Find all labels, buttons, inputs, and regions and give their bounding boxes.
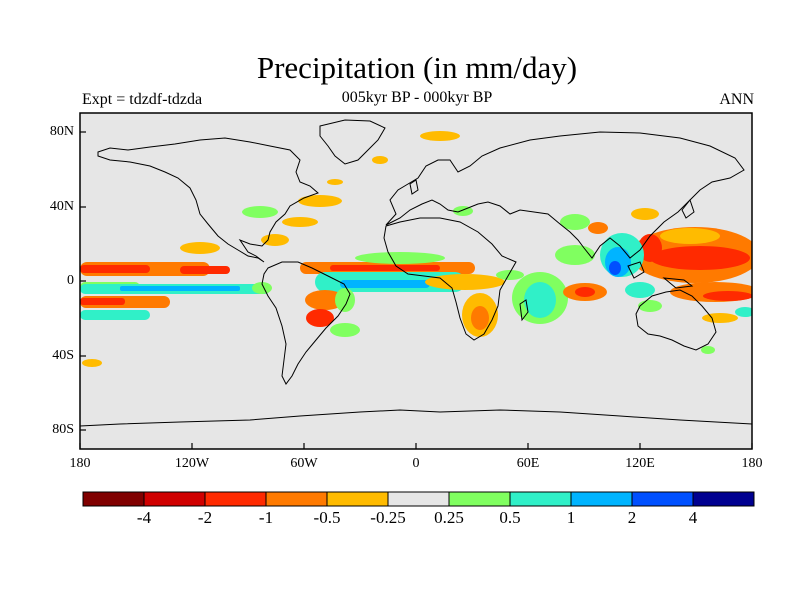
lat-tick-label: 0: [67, 273, 74, 288]
lon-tick-label: 120E: [625, 456, 655, 471]
anomaly-patch: [335, 288, 355, 312]
map-title: Precipitation (in mm/day): [256, 50, 578, 85]
coastline-borneo: [627, 261, 645, 279]
lat-tick-label: 40S: [52, 348, 74, 363]
anomaly-patch: [327, 179, 343, 185]
colorbar-tick-label: 2: [627, 508, 637, 527]
anomaly-contours: [80, 131, 752, 367]
axis-ticks: [79, 131, 753, 449]
colorbar-swatch: [387, 491, 450, 507]
colorbar-tick-label: 1: [566, 508, 576, 527]
anomaly-patch: [625, 282, 655, 298]
anomaly-patch: [631, 208, 659, 220]
anomaly-patch: [80, 265, 150, 273]
anomaly-patch: [80, 310, 150, 320]
anomaly-patch: [355, 252, 445, 264]
coastline-japan: [681, 198, 695, 219]
colorbar-swatch: [692, 491, 755, 507]
coastline-australia: [635, 289, 717, 351]
anomaly-patch: [282, 217, 318, 227]
colorbar-swatch: [570, 491, 633, 507]
colorbar-swatch: [509, 491, 572, 507]
anomaly-patch: [252, 282, 272, 294]
colorbar-swatch: [265, 491, 328, 507]
anomaly-patch: [701, 346, 715, 354]
coastline-uk: [409, 179, 419, 195]
colorbar: [82, 491, 755, 507]
colorbar-tick-label: -4: [136, 508, 152, 527]
anomaly-patch: [425, 274, 505, 290]
anomaly-patch: [180, 242, 220, 254]
colorbar-tick-label: 4: [688, 508, 698, 527]
colorbar-tick-label: -1: [258, 508, 274, 527]
lon-tick-label: 0: [412, 456, 420, 471]
lon-tick-label: 120W: [174, 456, 210, 471]
lon-tick-label: 180: [741, 456, 763, 471]
anomaly-patch: [496, 270, 524, 280]
anomaly-patch: [261, 234, 289, 246]
coastline-antarctica: [80, 409, 752, 427]
coastline-eurasia: [385, 131, 745, 259]
anomaly-patch: [120, 286, 240, 291]
colorbar-tick-label: 0.5: [499, 508, 521, 527]
anomaly-patch: [180, 266, 230, 274]
anomaly-patch: [242, 206, 278, 218]
anomaly-patch: [298, 195, 342, 207]
anomaly-patch: [650, 246, 750, 270]
colorbar-swatch: [82, 491, 145, 507]
anomaly-patch: [609, 261, 621, 275]
colorbar-swatch: [204, 491, 267, 507]
colorbar-tick-label: 0.25: [434, 508, 464, 527]
anomaly-patch: [80, 298, 125, 305]
map-subtitle: 005kyr BP - 000kyr BP: [341, 89, 493, 106]
lon-tick-label: 60W: [290, 456, 318, 471]
experiment-label: Expt = tdzdf-tdzda: [82, 91, 203, 108]
coastlines: [80, 119, 752, 427]
anomaly-patch: [82, 359, 102, 367]
coastline-greenland: [319, 119, 386, 165]
anomaly-patch: [305, 290, 345, 310]
anomaly-patch: [575, 287, 595, 297]
anomaly-patch: [306, 309, 334, 327]
colorbar-tick-label: -2: [197, 508, 213, 527]
lat-tick-label: 80N: [49, 124, 74, 139]
coastline-africa: [383, 217, 517, 341]
anomaly-patch: [735, 307, 752, 317]
anomaly-patch: [330, 265, 440, 271]
anomaly-patch: [638, 300, 662, 312]
colorbar-swatch: [631, 491, 694, 507]
anomaly-patch: [660, 228, 720, 244]
coastline-north-america: [97, 137, 319, 263]
lat-tick-label: 40N: [49, 199, 74, 214]
coastline-new-guinea: [662, 277, 694, 289]
anomaly-patch: [560, 214, 590, 230]
coastline-south-america: [261, 261, 351, 385]
colorbar-swatch: [326, 491, 389, 507]
anomaly-patch: [340, 280, 430, 288]
colorbar-swatch: [143, 491, 206, 507]
lon-tick-label: 60E: [516, 456, 540, 471]
lat-tick-label: 80S: [52, 422, 74, 437]
anomaly-patch: [703, 291, 752, 301]
lon-tick-label: 180: [69, 456, 91, 471]
anomaly-patch: [702, 313, 738, 323]
anomaly-patch: [420, 131, 460, 141]
anomaly-patch: [372, 156, 388, 164]
colorbar-tick-label: -0.5: [313, 508, 341, 527]
anomaly-patch: [524, 282, 556, 318]
anomaly-patch: [330, 323, 360, 337]
season-label: ANN: [719, 91, 754, 108]
colorbar-swatch: [448, 491, 511, 507]
coastline-madagascar: [519, 299, 529, 322]
anomaly-patch: [588, 222, 608, 234]
anomaly-patch: [471, 306, 489, 330]
colorbar-tick-label: -0.25: [370, 508, 406, 527]
